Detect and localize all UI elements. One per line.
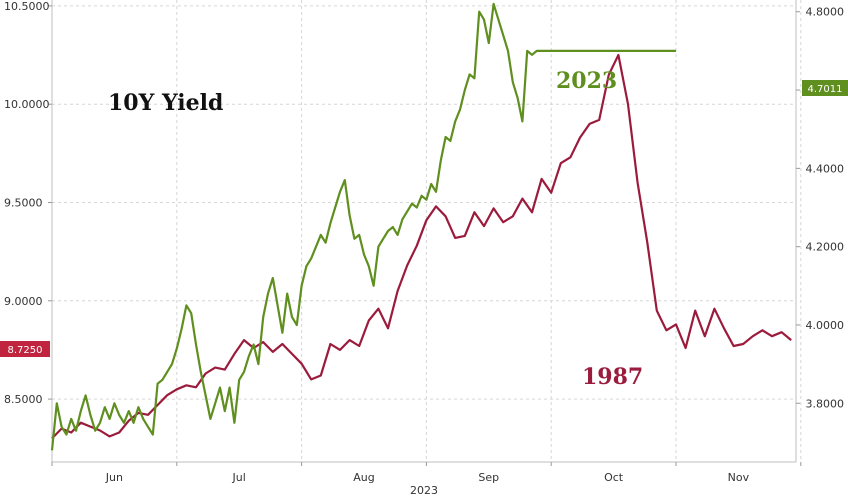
left-last-value-text: 8.7250 [8, 345, 43, 356]
x-tick-label: Aug [353, 471, 374, 484]
x-axis-ticks: JunJulAugSepOctNovDec [51, 462, 802, 484]
left-tick-label: 8.5000 [4, 393, 43, 406]
x-axis-year: 2023 [410, 484, 438, 497]
x-tick-label: Sep [478, 471, 499, 484]
x-tick-label: Oct [604, 471, 624, 484]
x-tick-label: Nov [728, 471, 750, 484]
right-tick-label: 4.2000 [806, 241, 845, 254]
series-label-2023: 2023 [556, 68, 617, 94]
right-last-value-badge: 4.7011 [802, 80, 848, 96]
series-label-1987: 1987 [582, 364, 643, 390]
right-tick-label: 4.0000 [806, 319, 845, 332]
series-lines [50, 2, 792, 451]
left-axis-ticks: 8.5000 9.0000 9.5000 10.0000 10.5000 [4, 0, 52, 406]
chart-title: 10Y Yield [108, 90, 223, 116]
x-tick-label: Jun [105, 471, 123, 484]
plot-background [52, 0, 796, 462]
series-line-1987 [51, 53, 792, 440]
x-tick-label: Jul [232, 471, 246, 484]
left-last-value-badge: 8.7250 [0, 341, 50, 357]
left-tick-label: 9.0000 [4, 295, 43, 308]
right-tick-label: 4.4000 [806, 162, 845, 175]
left-tick-label: 10.0000 [4, 98, 50, 111]
right-tick-label: 4.8000 [806, 6, 845, 19]
grid-lines [51, 0, 802, 462]
left-tick-label: 10.5000 [4, 0, 50, 13]
series-line-2023 [50, 2, 676, 451]
right-tick-label: 3.8000 [806, 397, 845, 410]
left-tick-label: 9.5000 [4, 196, 43, 209]
right-last-value-text: 4.7011 [808, 84, 843, 95]
